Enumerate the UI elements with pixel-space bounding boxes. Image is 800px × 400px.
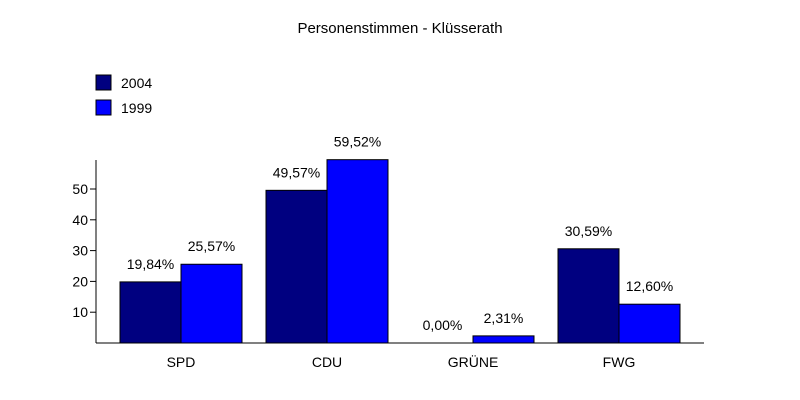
data-label-fwg-2004: 30,59% [565,223,612,239]
y-tick-label-10: 10 [72,304,88,320]
x-tick-label-spd: SPD [167,354,196,370]
y-tick-label-30: 30 [72,243,88,259]
chart-title: Personenstimmen - Klüsserath [297,20,502,37]
y-tick-label-50: 50 [72,181,88,197]
bar-grüne-1999 [472,335,535,344]
x-tick-label-fwg: FWG [603,354,636,370]
data-label-spd-2004: 19,84% [127,256,174,272]
data-label-cdu-1999: 59,52% [334,134,381,150]
data-label-grüne-2004: 0,00% [423,317,463,333]
y-tick-label-40: 40 [72,212,88,228]
bar-spd-1999 [180,263,243,344]
data-label-fwg-1999: 12,60% [626,278,673,294]
x-tick-label-cdu: CDU [312,354,342,370]
legend-swatch-1999 [95,99,112,116]
legend-label-2004: 2004 [121,75,152,91]
data-label-spd-1999: 25,57% [188,238,235,254]
data-label-grüne-1999: 2,31% [484,310,524,326]
y-tick-label-20: 20 [72,273,88,289]
bar-fwg-1999 [618,303,681,344]
bars: 19,84% 25,57% SPD 49,57% 59,52% CDU 0,00% 2,31%… [119,134,681,370]
data-label-cdu-2004: 49,57% [273,164,320,180]
x-tick-label-grüne: GRÜNE [448,353,499,370]
bar-fwg-2004 [557,248,620,344]
legend-label-1999: 1999 [121,100,152,116]
bar-spd-2004 [119,281,182,344]
bar-cdu-1999 [326,159,389,344]
legend-swatch-2004 [95,74,112,91]
legend: 2004 1999 [95,74,152,116]
bar-cdu-2004 [265,189,328,344]
